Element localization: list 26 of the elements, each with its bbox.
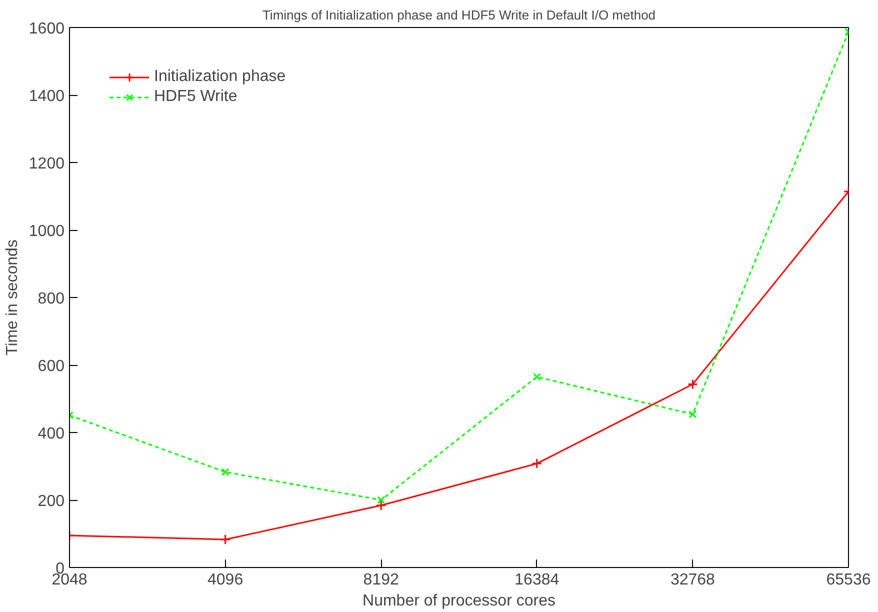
- y-tick-label: 1000: [28, 223, 65, 240]
- point: [376, 500, 386, 511]
- y-tick-label: 400: [38, 426, 65, 442]
- point: [688, 410, 697, 418]
- point: [532, 372, 541, 381]
- y-tick-label: 600: [38, 358, 65, 375]
- y-tick-label: 800: [38, 290, 65, 308]
- y-tick-label: 1600: [28, 20, 65, 38]
- y-tick-label: 1200: [28, 156, 65, 172]
- point: [221, 468, 230, 476]
- y-tick-label: 200: [38, 493, 65, 510]
- x-tick-label: 8192: [363, 572, 399, 588]
- point: [532, 458, 542, 469]
- legend-label: HDF5 Write: [154, 88, 238, 106]
- chart-title: Timings of Initialization phase and HDF5 Write in Default I/O method: [262, 8, 656, 22]
- legend-label: Initialization phase: [154, 68, 286, 86]
- point: [687, 378, 698, 390]
- point: [220, 534, 231, 545]
- x-tick-label: 4096: [208, 572, 244, 588]
- x-tick-label: 65536: [826, 572, 871, 588]
- x-tick-label: 32768: [670, 572, 716, 588]
- y-axis-title: Time in seconds: [4, 240, 21, 356]
- x-tick-label: 16384: [514, 572, 560, 588]
- point: [377, 496, 386, 504]
- y-tick-label: 1400: [28, 88, 65, 105]
- x-axis-title: Number of processor cores: [362, 592, 556, 610]
